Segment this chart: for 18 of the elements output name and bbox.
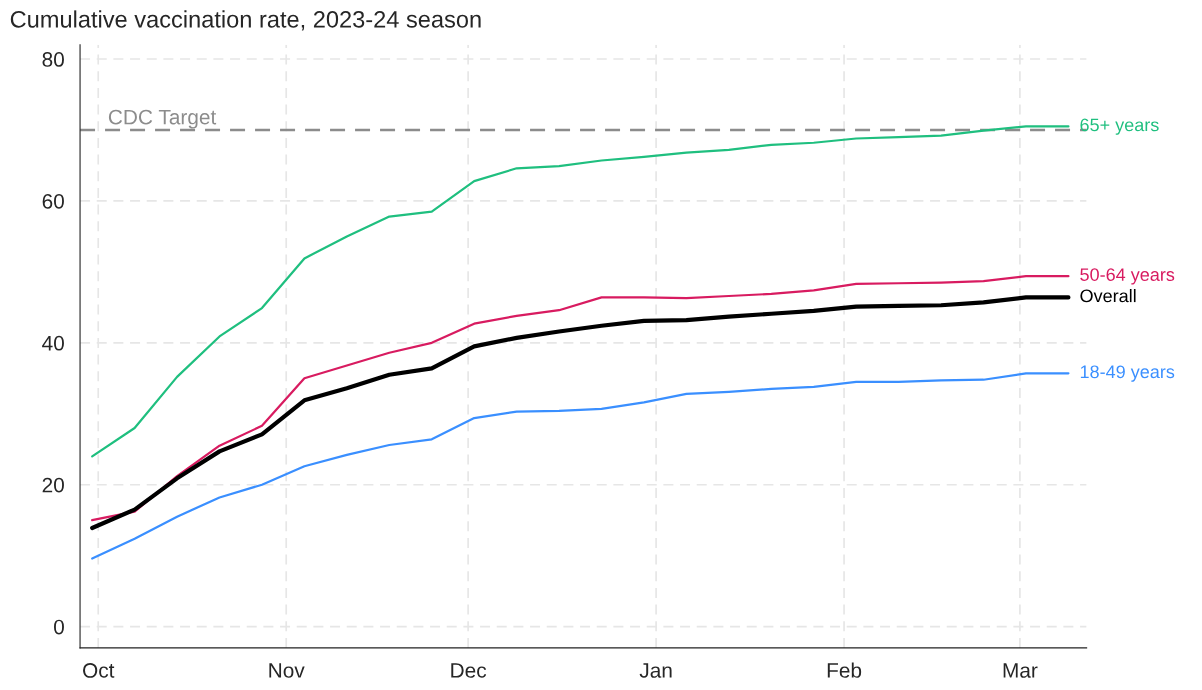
x-tick-label: Nov: [269, 663, 305, 678]
x-tick-label: Jan: [639, 663, 672, 678]
y-tick-label: 0: [54, 619, 64, 635]
ref-line-label: CDC Target: [108, 109, 217, 129]
x-tick-label: Dec: [451, 663, 487, 678]
x-tick-label: Oct: [83, 663, 115, 678]
x-tick-label: Feb: [827, 662, 862, 678]
y-tick-label: 80: [42, 52, 64, 67]
series-label: 65+ years: [1080, 118, 1159, 135]
series-label: 18-49 years: [1080, 365, 1175, 382]
series-label: Overall: [1080, 289, 1136, 303]
y-tick-label: 60: [42, 193, 64, 209]
chart-title: Cumulative vaccination rate, 2023-24 season: [10, 10, 481, 31]
line-series: [91, 372, 1070, 560]
y-tick-label: 40: [42, 335, 64, 351]
y-tick-label: 20: [42, 477, 64, 493]
series-label: 50-64 years: [1080, 268, 1175, 285]
x-tick-label: Mar: [1003, 663, 1038, 678]
